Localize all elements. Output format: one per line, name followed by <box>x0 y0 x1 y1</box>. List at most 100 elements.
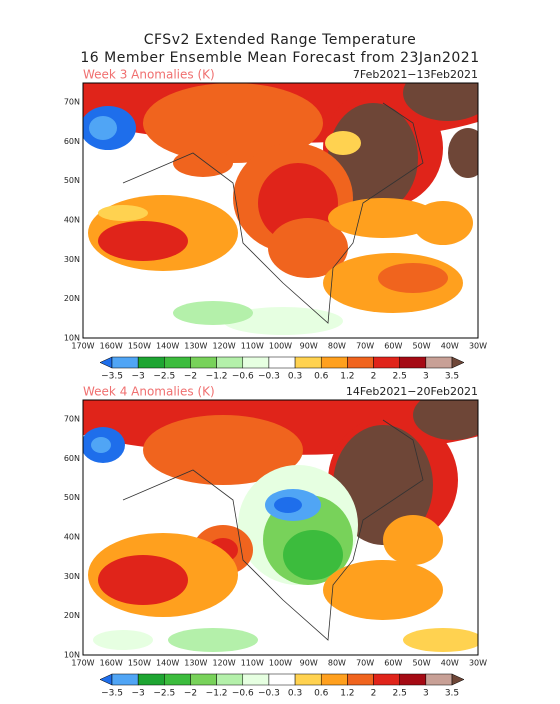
colorbar-label: −0.6 <box>232 372 254 382</box>
coastline <box>122 419 424 641</box>
colorbar-label: −0.6 <box>232 689 254 699</box>
colorbar-label: 0.3 <box>288 689 302 699</box>
lon-label: 50W <box>413 659 431 668</box>
colorbar-box <box>216 673 244 686</box>
colorbar-box <box>425 356 453 369</box>
anomaly-blob <box>98 221 188 261</box>
lon-label: 90W <box>300 342 318 351</box>
lon-label: 150W <box>128 659 151 668</box>
coastline <box>122 102 424 324</box>
anomaly-blob <box>173 149 233 177</box>
lon-label: 140W <box>156 342 179 351</box>
lat-label: 50N <box>64 493 80 502</box>
map-frame <box>82 82 479 339</box>
colorbar-label: 3.5 <box>445 689 459 699</box>
subtitle: 16 Member Ensemble Mean Forecast from 23… <box>80 50 479 66</box>
lon-label: 80W <box>328 659 346 668</box>
colorbar-box <box>164 673 191 686</box>
colorbar-end <box>451 356 465 369</box>
colorbar-label: −0.3 <box>258 689 280 699</box>
lon-label: 100W <box>269 342 292 351</box>
lat-label: 40N <box>64 216 80 225</box>
panel-dates: 14Feb2021−20Feb2021 <box>346 385 478 398</box>
anomaly-blob <box>383 515 443 565</box>
colorbar-label: −2.5 <box>153 372 175 382</box>
colorbar-label: −3 <box>132 372 145 382</box>
colorbar-box <box>425 673 453 686</box>
colorbar-end <box>99 673 113 686</box>
lat-label: 70N <box>64 98 80 107</box>
colorbar-box <box>242 673 270 686</box>
colorbar-box <box>190 673 217 686</box>
lon-label: 30W <box>469 659 487 668</box>
colorbar-label: 2 <box>371 372 377 382</box>
colorbar-end <box>451 673 465 686</box>
title: CFSv2 Extended Range Temperature <box>144 32 417 48</box>
panel-label: Week 3 Anomalies (K) <box>83 68 215 82</box>
lon-label: 70W <box>356 659 374 668</box>
colorbar-box <box>294 673 322 686</box>
colorbar-box <box>320 356 348 369</box>
colorbar-box <box>268 356 296 369</box>
anomaly-blob <box>98 205 148 221</box>
lon-label: 50W <box>413 342 431 351</box>
lon-label: 140W <box>156 659 179 668</box>
lon-label: 160W <box>100 342 123 351</box>
colorbar-box <box>373 673 400 686</box>
lon-label: 60W <box>384 342 402 351</box>
colorbar-label: −2.5 <box>153 689 175 699</box>
colorbar-label: 2.5 <box>393 372 407 382</box>
lon-label: 40W <box>441 659 459 668</box>
lon-label: 120W <box>212 659 235 668</box>
colorbar-label: 0.6 <box>314 689 329 699</box>
colorbar-label: 3 <box>423 689 429 699</box>
lon-label: 130W <box>184 342 207 351</box>
colorbar-box <box>190 356 217 369</box>
anomaly-field <box>83 83 478 338</box>
colorbar-label: 3 <box>423 372 429 382</box>
colorbar-label: 1.2 <box>340 372 354 382</box>
anomaly-blob <box>268 218 348 278</box>
colorbar-label: −3.5 <box>101 372 123 382</box>
colorbar-label: 3.5 <box>445 372 459 382</box>
lat-label: 20N <box>64 294 80 303</box>
colorbar-box <box>347 673 374 686</box>
anomaly-blob <box>93 630 153 650</box>
lon-label: 100W <box>269 659 292 668</box>
anomaly-blob <box>328 198 438 238</box>
lat-label: 20N <box>64 611 80 620</box>
lon-label: 90W <box>300 659 318 668</box>
anomaly-blob <box>168 628 258 652</box>
anomaly-blob <box>143 83 323 163</box>
colorbar-box <box>347 356 374 369</box>
anomaly-blob <box>223 307 343 335</box>
anomaly-blob <box>143 415 303 485</box>
colorbar-box <box>294 356 322 369</box>
lon-label: 170W <box>71 659 94 668</box>
colorbar-label: −2 <box>184 372 197 382</box>
anomaly-blob <box>89 116 117 140</box>
colorbar-box <box>216 356 244 369</box>
colorbar-box <box>137 673 165 686</box>
anomaly-blob <box>283 530 343 580</box>
colorbar-box <box>164 356 191 369</box>
lon-label: 110W <box>241 342 264 351</box>
anomaly-blob <box>98 555 188 605</box>
anomaly-blob <box>91 437 111 453</box>
colorbar-box <box>111 673 139 686</box>
lon-label: 150W <box>128 342 151 351</box>
colorbar-box <box>373 356 400 369</box>
anomaly-blob <box>325 131 361 155</box>
colorbar-label: 0.6 <box>314 372 329 382</box>
anomaly-blob <box>323 560 443 620</box>
panel-label: Week 4 Anomalies (K) <box>83 385 215 399</box>
colorbar-end <box>99 356 113 369</box>
anomaly-blob <box>413 400 478 440</box>
lon-label: 80W <box>328 342 346 351</box>
colorbar-label: −2 <box>184 689 197 699</box>
lon-label: 170W <box>71 342 94 351</box>
lat-label: 10N <box>64 651 80 660</box>
colorbar-label: 0.3 <box>288 372 302 382</box>
colorbar-label: −3 <box>132 689 145 699</box>
colorbar-label: −1.2 <box>206 372 228 382</box>
